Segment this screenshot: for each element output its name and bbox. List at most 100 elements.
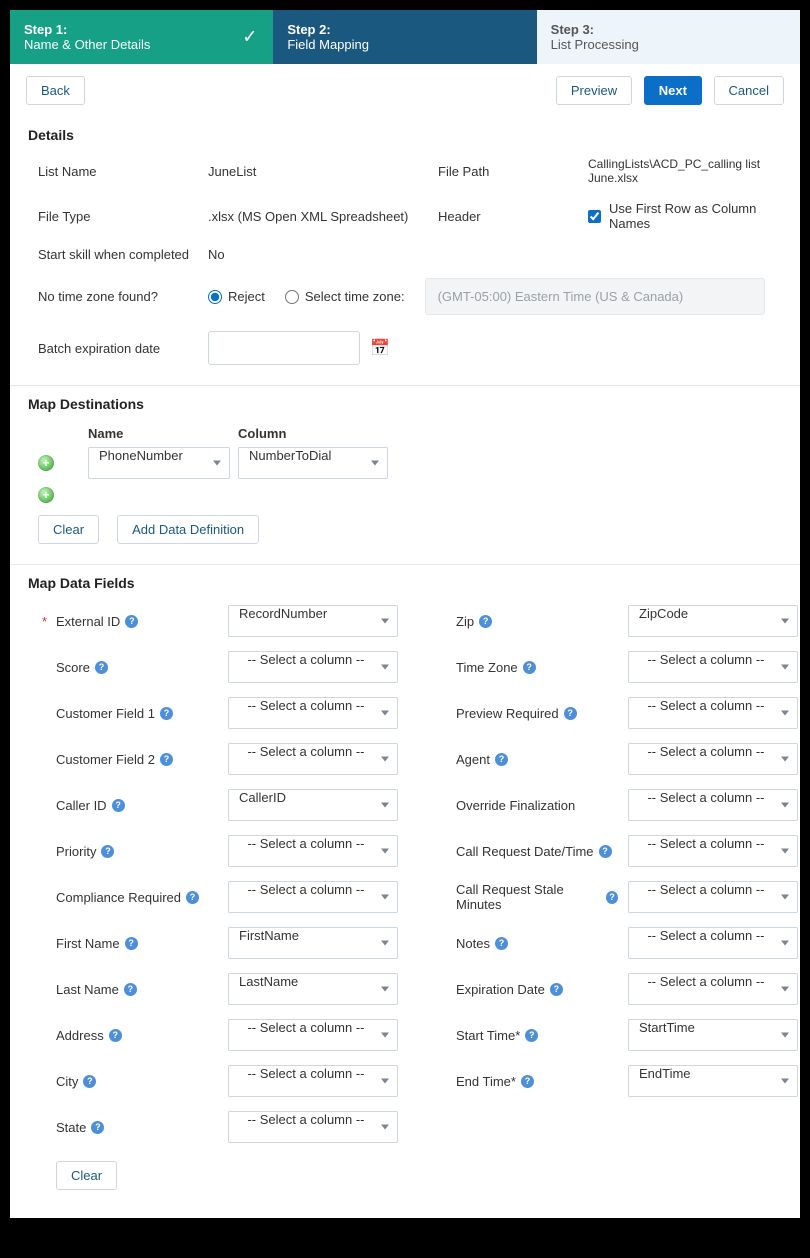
select-tz-radio-wrap[interactable]: Select time zone: [285,289,405,304]
help-icon[interactable]: ? [525,1029,538,1042]
file-path-label: File Path [438,164,578,179]
field-select-compReq[interactable]: -- Select a column -- [228,881,398,913]
add-row-icon-2[interactable]: + [38,487,54,503]
add-row-icon[interactable]: + [38,455,54,471]
field-select-externalId[interactable]: RecordNumber [228,605,398,637]
help-icon[interactable]: ? [523,661,536,674]
calendar-icon[interactable]: 📅 [370,338,390,358]
field-agent: Agent?-- Select a column -- [438,743,798,775]
help-icon[interactable]: ? [495,937,508,950]
help-icon[interactable]: ? [160,753,173,766]
field-select-agent[interactable]: -- Select a column -- [628,743,798,775]
help-icon[interactable]: ? [521,1075,534,1088]
select-tz-radio[interactable] [285,290,299,304]
md-clear-button[interactable]: Clear [38,515,99,544]
next-button[interactable]: Next [644,76,702,105]
field-select-previewReq[interactable]: -- Select a column -- [628,697,798,729]
mdf-clear-button[interactable]: Clear [56,1161,117,1190]
list-name-label: List Name [38,164,198,179]
help-icon[interactable]: ? [109,1029,122,1042]
header-checkbox-label: Use First Row as Column Names [609,201,782,231]
field-callReqDate: Call Request Date/Time? -- Select a colum… [438,835,798,867]
tz-disabled-select: (GMT-05:00) Eastern Time (US & Canada) [425,278,765,315]
help-icon[interactable]: ? [564,707,577,720]
field-label-callReqStale: Call Request Stale Minutes? [438,882,618,912]
help-icon[interactable]: ? [91,1121,104,1134]
field-select-expDate[interactable]: -- Select a column -- [628,973,798,1005]
help-icon[interactable]: ? [479,615,492,628]
field-score: Score? -- Select a column -- [38,651,398,683]
field-label-previewReq: Preview Required? [438,706,618,721]
header-checkbox-wrap[interactable]: Use First Row as Column Names [588,201,782,231]
help-icon[interactable]: ? [125,937,138,950]
field-select-address[interactable]: -- Select a column -- [228,1019,398,1051]
md-name-select[interactable]: PhoneNumber [88,447,230,479]
step-1-number: Step 1: [24,22,259,37]
field-label-address: Address? [38,1028,218,1043]
add-data-definition-button[interactable]: Add Data Definition [117,515,259,544]
back-button[interactable]: Back [26,76,85,105]
step-2-title: Field Mapping [287,37,522,52]
field-label-callReqDate: Call Request Date/Time? [438,844,618,859]
reject-radio[interactable] [208,290,222,304]
help-icon[interactable]: ? [101,845,114,858]
field-label-firstName: First Name? [38,936,218,951]
header-checkbox[interactable] [588,210,601,223]
field-select-city[interactable]: -- Select a column -- [228,1065,398,1097]
help-icon[interactable]: ? [186,891,199,904]
field-select-callReqStale[interactable]: -- Select a column -- [628,881,798,913]
map-data-fields-section: Map Data Fields External ID?RecordNumber… [10,564,800,1218]
step-3[interactable]: Step 3: List Processing [537,10,800,64]
field-select-startTime[interactable]: StartTime [628,1019,798,1051]
help-icon[interactable]: ? [160,707,173,720]
field-select-state[interactable]: -- Select a column -- [228,1111,398,1143]
help-icon[interactable]: ? [125,615,138,628]
no-tz-label: No time zone found? [38,289,198,304]
batch-exp-label: Batch expiration date [38,341,198,356]
field-custField1: Customer Field 1?-- Select a column -- [38,697,398,729]
field-select-notes[interactable]: -- Select a column -- [628,927,798,959]
help-icon[interactable]: ? [550,983,563,996]
field-label-custField2: Customer Field 2? [38,752,218,767]
field-custField2: Customer Field 2? -- Select a column -- [38,743,398,775]
field-label-lastName: Last Name? [38,982,218,997]
field-select-firstName[interactable]: FirstName [228,927,398,959]
field-select-priority[interactable]: -- Select a column -- [228,835,398,867]
field-select-overrideFin[interactable]: -- Select a column -- [628,789,798,821]
field-select-lastName[interactable]: LastName [228,973,398,1005]
preview-button[interactable]: Preview [556,76,632,105]
field-timeZone: Time Zone?-- Select a column -- [438,651,798,683]
start-skill-value: No [208,247,428,262]
field-label-state: State? [38,1120,218,1135]
md-name-header: Name [88,426,238,441]
cancel-button[interactable]: Cancel [714,76,784,105]
help-icon[interactable]: ? [112,799,125,812]
field-select-score[interactable]: -- Select a column -- [228,651,398,683]
field-select-custField2[interactable]: -- Select a column -- [228,743,398,775]
step-1[interactable]: Step 1: Name & Other Details ✓ [10,10,273,64]
step-2[interactable]: Step 2: Field Mapping [273,10,536,64]
reject-radio-wrap[interactable]: Reject [208,289,265,304]
help-icon[interactable]: ? [95,661,108,674]
field-select-custField1[interactable]: -- Select a column -- [228,697,398,729]
field-select-callReqDate[interactable]: -- Select a column -- [628,835,798,867]
field-label-city: City? [38,1074,218,1089]
field-label-callerId: Caller ID? [38,798,218,813]
help-icon[interactable]: ? [124,983,137,996]
field-select-timeZone[interactable]: -- Select a column -- [628,651,798,683]
md-column-select[interactable]: NumberToDial [238,447,388,479]
help-icon[interactable]: ? [83,1075,96,1088]
help-icon[interactable]: ? [599,845,612,858]
file-type-label: File Type [38,209,198,224]
field-select-zip[interactable]: ZipCode [628,605,798,637]
field-firstName: First Name? FirstName [38,927,398,959]
field-label-score: Score? [38,660,218,675]
batch-exp-input[interactable] [208,331,360,365]
help-icon[interactable]: ? [495,753,508,766]
help-icon[interactable]: ? [606,891,618,904]
field-externalId: External ID?RecordNumber [38,605,398,637]
field-select-callerId[interactable]: CallerID [228,789,398,821]
field-label-priority: Priority? [38,844,218,859]
file-path-value: CallingLists\ACD_PC_calling list June.xl… [588,157,782,185]
field-select-endTime[interactable]: EndTime [628,1065,798,1097]
